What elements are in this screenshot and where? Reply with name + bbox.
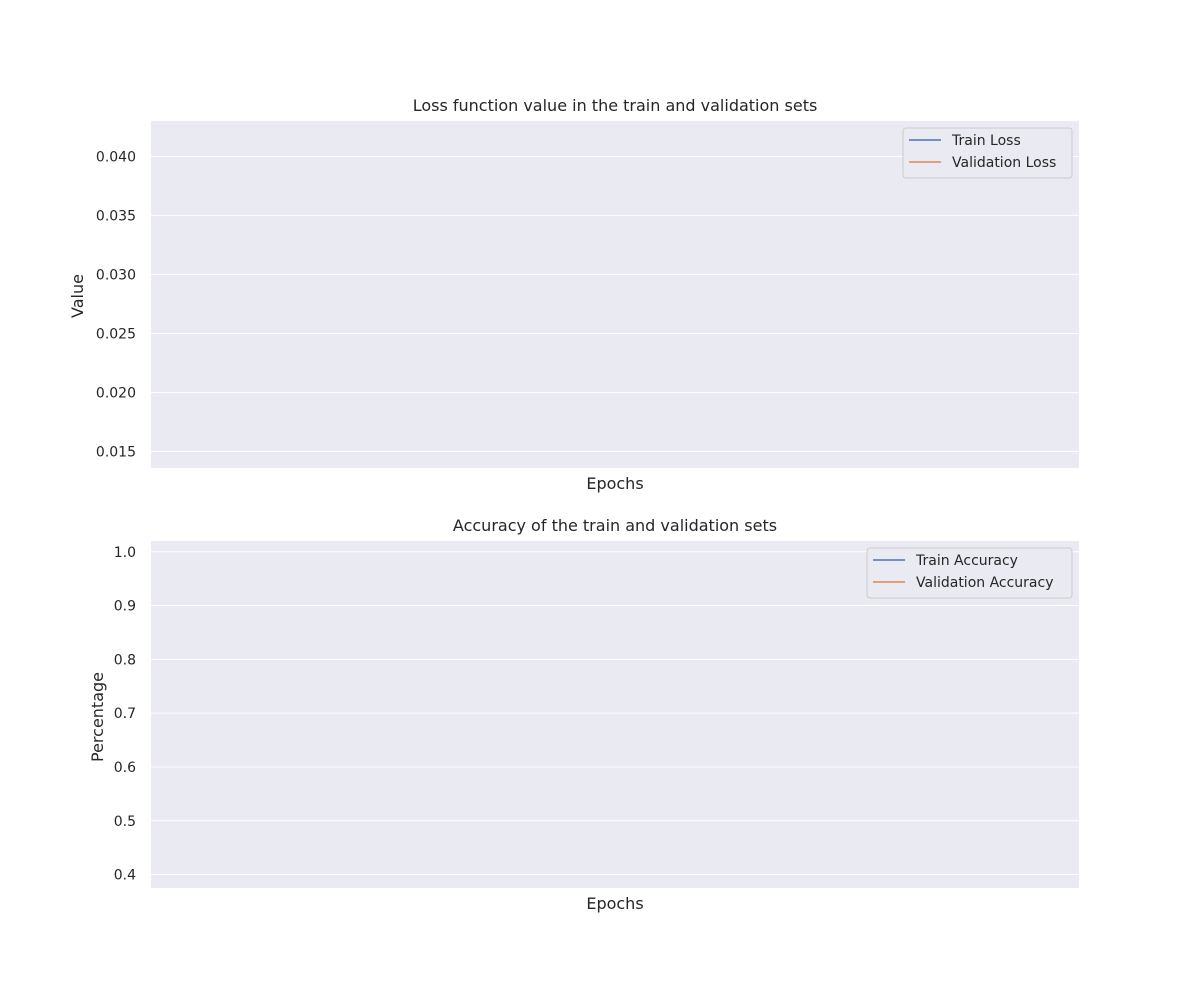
accuracy-y-tick-labels: 0.4 0.5 0.6 0.7 0.8 0.9 1.0 <box>114 545 136 884</box>
loss-x-axis-label: Epochs <box>586 474 643 493</box>
loss-y-tick-labels: 0.015 0.020 0.025 0.030 0.035 0.040 <box>96 149 136 460</box>
accuracy-gridlines <box>151 551 1079 876</box>
accuracy-y-tick-label: 0.8 <box>114 652 136 668</box>
accuracy-legend-validation-label: Validation Accuracy <box>916 575 1054 591</box>
loss-y-tick-label: 0.035 <box>96 208 136 224</box>
loss-y-tick-label: 0.040 <box>96 149 136 165</box>
accuracy-y-tick-label: 0.4 <box>114 868 136 884</box>
accuracy-legend-train-label: Train Accuracy <box>915 553 1018 569</box>
accuracy-y-tick-label: 0.7 <box>114 706 136 722</box>
loss-legend-validation-label: Validation Loss <box>952 155 1056 171</box>
loss-chart-title: Loss function value in the train and val… <box>413 96 818 115</box>
accuracy-legend: Train Accuracy Validation Accuracy <box>866 547 1073 599</box>
accuracy-plot-area <box>151 541 1079 888</box>
loss-plot-area <box>151 121 1079 468</box>
accuracy-y-tick-label: 0.6 <box>114 760 136 776</box>
loss-y-tick-label: 0.015 <box>96 444 136 460</box>
accuracy-chart: 0.4 0.5 0.6 0.7 0.8 0.9 1.0 Accuracy of the tr… <box>88 516 1079 913</box>
loss-legend-train-label: Train Loss <box>951 133 1021 149</box>
accuracy-chart-title: Accuracy of the train and validation set… <box>453 516 777 535</box>
accuracy-y-tick-label: 0.5 <box>114 814 136 830</box>
accuracy-x-axis-label: Epochs <box>586 894 643 913</box>
accuracy-y-tick-label: 0.9 <box>114 599 136 615</box>
loss-chart: 0.015 0.020 0.025 0.030 0.035 0.040 Loss func… <box>68 96 1079 493</box>
accuracy-legend-box <box>866 547 1073 599</box>
loss-legend: Train Loss Validation Loss <box>902 127 1073 179</box>
loss-y-tick-label: 0.020 <box>96 385 136 401</box>
accuracy-y-axis-label: Percentage <box>88 672 107 762</box>
loss-legend-box <box>902 127 1073 179</box>
loss-y-tick-label: 0.030 <box>96 267 136 283</box>
loss-y-axis-label: Value <box>68 274 87 318</box>
loss-y-tick-label: 0.025 <box>96 326 136 342</box>
accuracy-y-tick-label: 1.0 <box>114 545 136 561</box>
